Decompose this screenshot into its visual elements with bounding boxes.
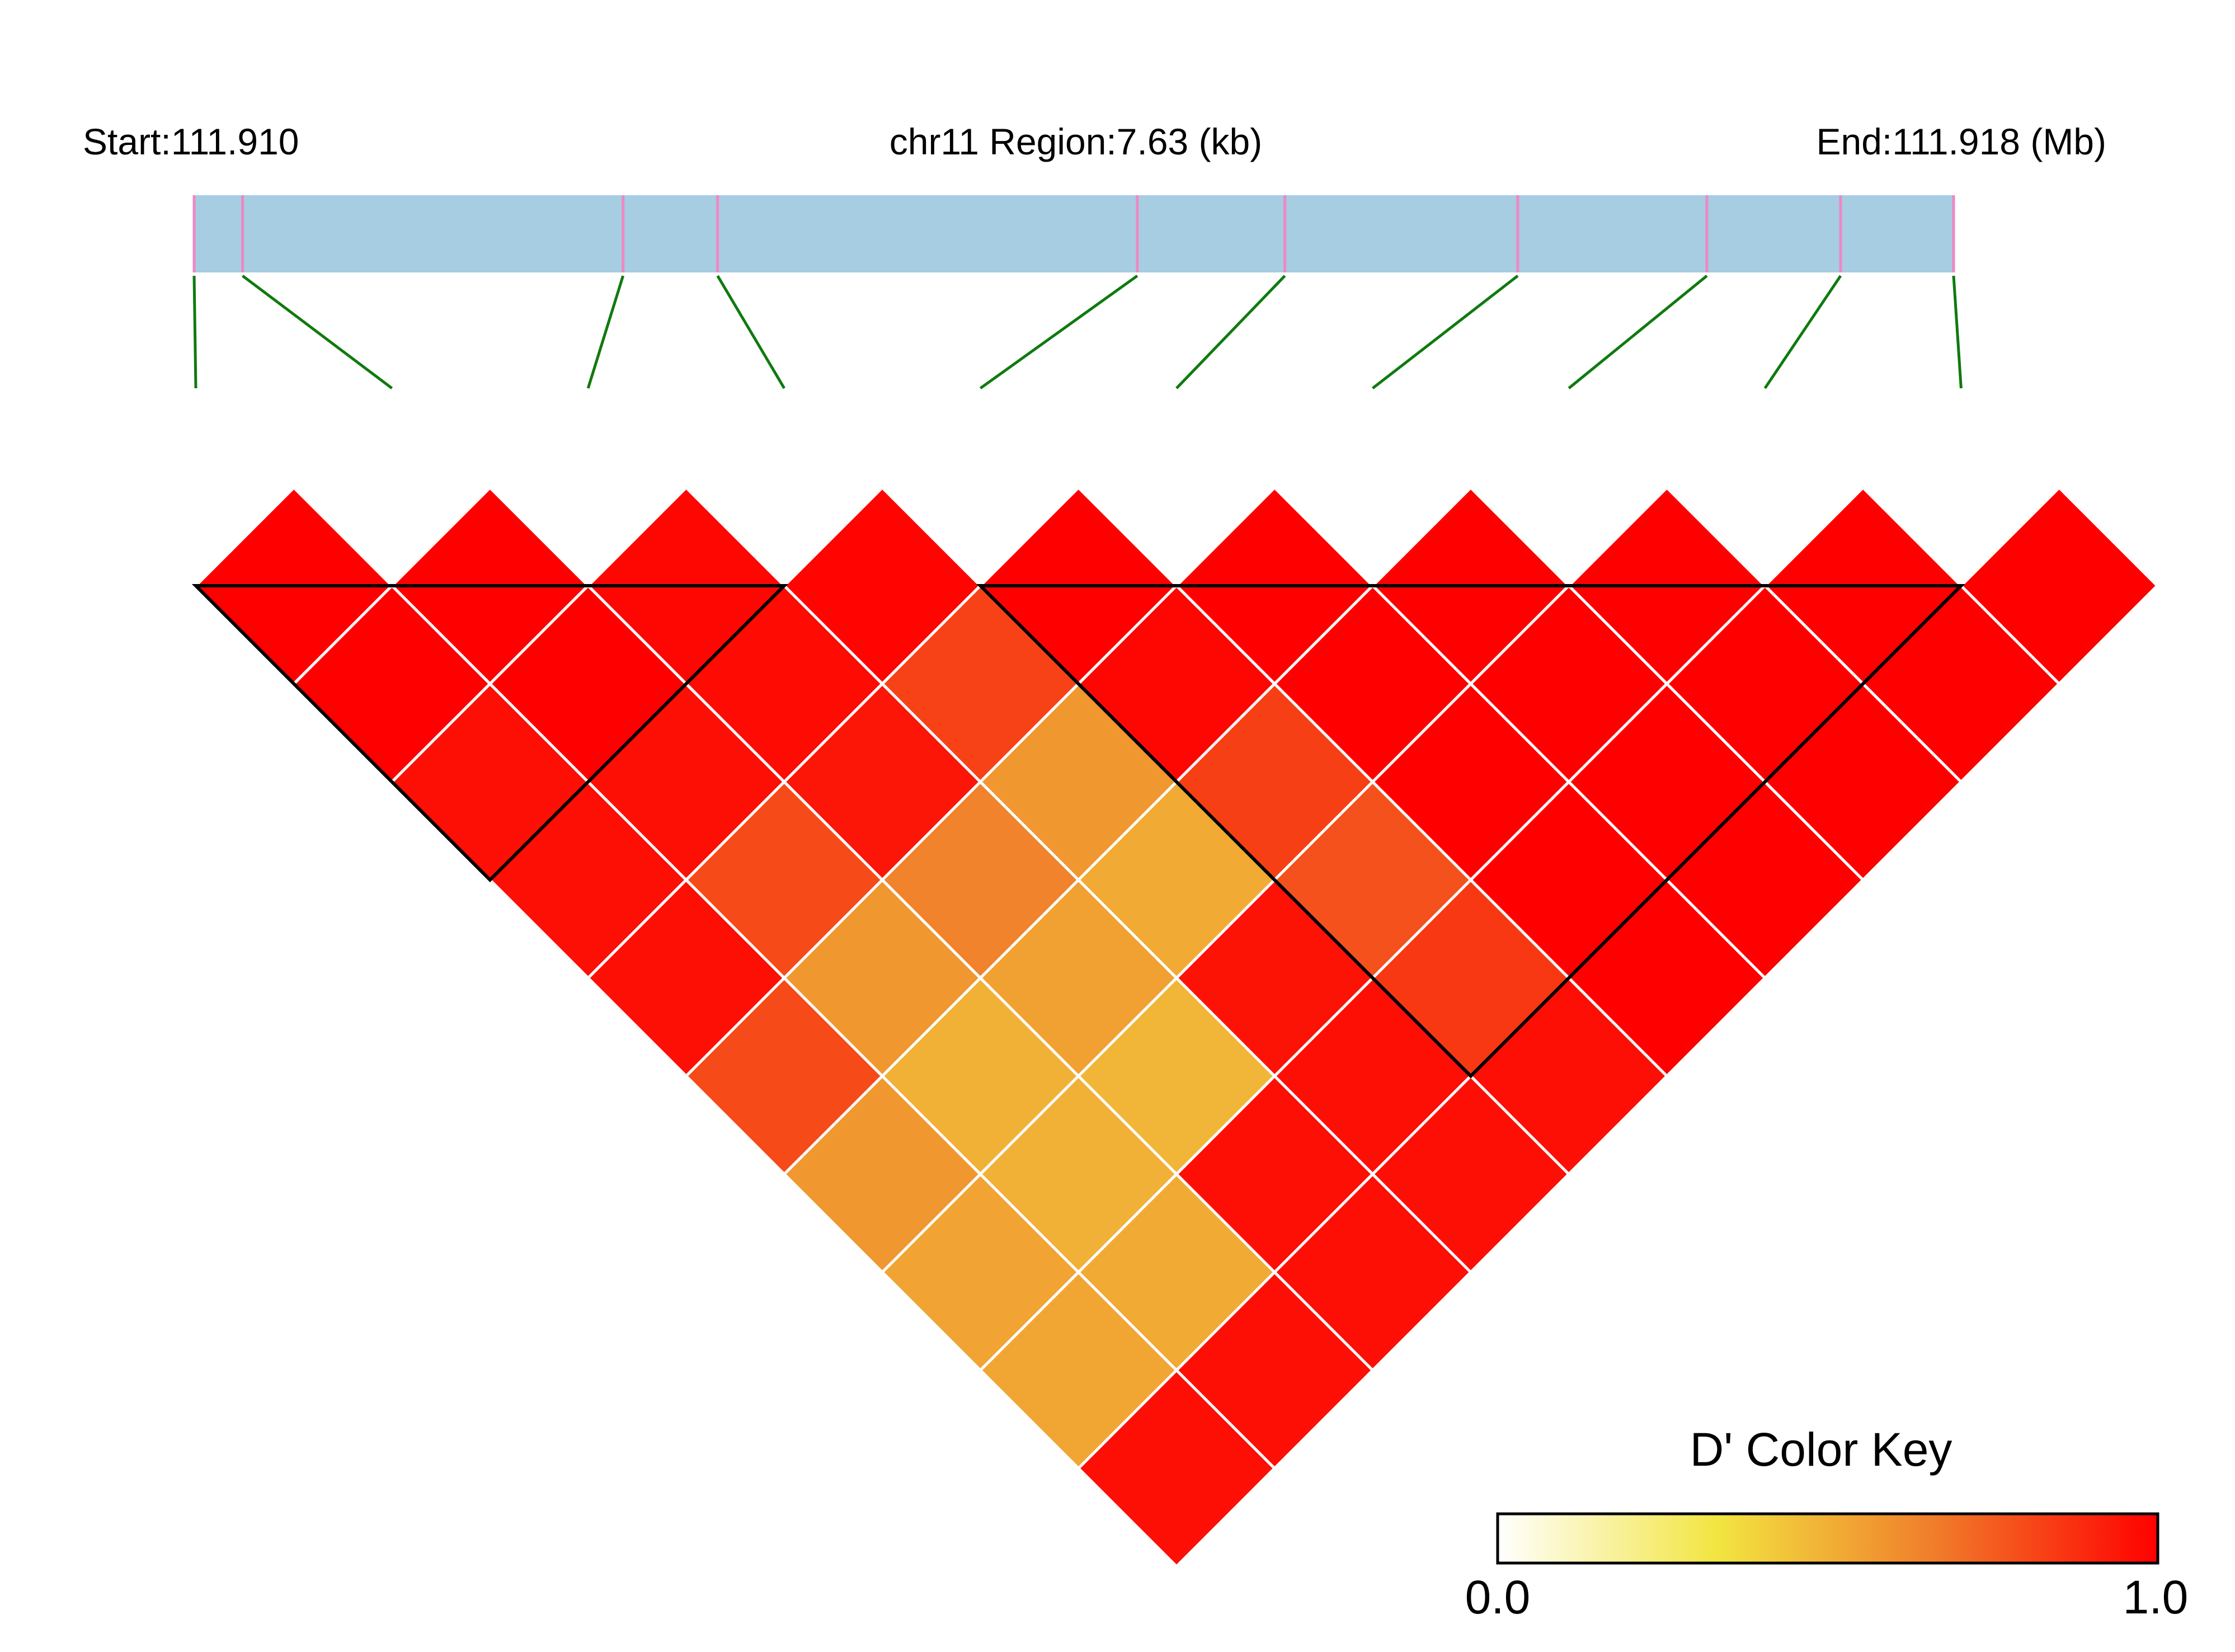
region-end-label: End:111.918 (Mb) xyxy=(1816,121,2106,162)
ld-block-outline xyxy=(191,584,789,883)
snp-connector xyxy=(1175,275,1286,389)
snp-connector-lines xyxy=(192,274,1963,390)
snp-connector xyxy=(979,274,1138,390)
color-key-max-label: 1.0 xyxy=(2123,1571,2189,1623)
snp-connector xyxy=(1568,275,1708,389)
snp-connector xyxy=(192,275,197,389)
ld-cells xyxy=(194,486,2159,1569)
ld-block-outlines xyxy=(191,584,1965,1079)
region-length-label: chr11 Region:7.63 (kb) xyxy=(890,121,1262,162)
color-key-title: D' Color Key xyxy=(1690,1423,1952,1476)
ld-cell xyxy=(1959,486,2159,686)
snp-connector xyxy=(1763,275,1842,389)
ld-block-outline xyxy=(976,584,1965,1079)
snp-connector xyxy=(716,275,785,389)
color-key: D' Color Key 0.0 1.0 xyxy=(1465,1423,2189,1623)
snp-connector xyxy=(1952,275,1963,389)
region-header: Start:111.910 chr11 Region:7.63 (kb) End… xyxy=(83,121,2106,162)
snp-connector xyxy=(1372,275,1519,389)
color-key-gradient-bar xyxy=(1496,1512,2159,1565)
region-bar xyxy=(194,195,1954,272)
region-start-label: Start:111.910 xyxy=(83,121,299,162)
snp-connector xyxy=(242,275,393,389)
snp-position-ticks xyxy=(192,195,1955,272)
color-key-min-label: 0.0 xyxy=(1465,1571,1531,1623)
snp-connector xyxy=(586,275,625,389)
